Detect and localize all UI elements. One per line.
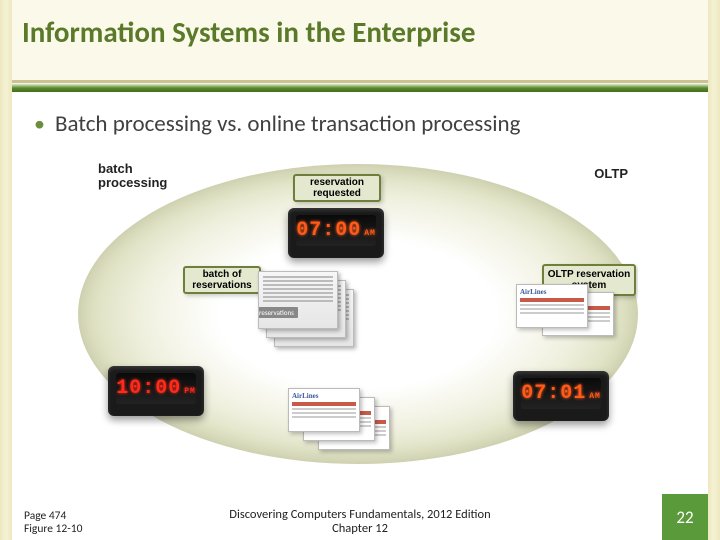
diagram-figure: batch processing OLTP reservation reques… — [78, 156, 638, 466]
clock-time: 10:00 — [116, 377, 181, 400]
card-stack-right: AirLines AirLines — [516, 284, 626, 344]
clock-left: 10:00 PM — [108, 366, 204, 416]
slide-edge-right — [708, 0, 720, 540]
clock-top: 07:00 AM — [288, 208, 384, 258]
bullet-text: Batch processing vs. online transaction … — [55, 110, 520, 138]
footer-center-line2: Chapter 12 — [12, 522, 708, 536]
reservation-card: AirLines — [288, 388, 360, 432]
clock-right: 07:01 AM — [513, 371, 609, 421]
slide-footer: Page 474 Figure 12-10 Discovering Comput… — [12, 492, 708, 540]
box-reservation-requested: reservation requested — [293, 174, 381, 202]
airline-logo-text: AirLines — [520, 288, 584, 296]
clock-time: 07:00 — [296, 219, 361, 242]
card-stack-bottom: AirLines AirLines AirLines — [288, 388, 408, 460]
clock-face: 07:00 AM — [296, 215, 376, 246]
clock-time: 07:01 — [521, 382, 586, 405]
reservation-card: AirLines — [516, 284, 588, 328]
bullet-item: • Batch processing vs. online transactio… — [34, 110, 686, 138]
label-oltp: OLTP — [594, 166, 628, 181]
clock-period: PM — [184, 387, 196, 396]
clock-face: 07:01 AM — [521, 378, 601, 409]
slide-title: Information Systems in the Enterprise — [22, 14, 698, 50]
footer-center-line1: Discovering Computers Fundamentals, 2012… — [12, 508, 708, 522]
airline-logo-text: AirLines — [292, 392, 356, 400]
clock-period: AM — [589, 392, 601, 401]
slide-edge-left — [0, 0, 12, 540]
bullet-dot: • — [34, 110, 45, 138]
footer-center: Discovering Computers Fundamentals, 2012… — [12, 508, 708, 536]
box-batch-of-reservations: batch of reservations — [183, 266, 261, 294]
slide-header: Information Systems in the Enterprise — [12, 0, 708, 92]
label-batch-processing: batch processing — [98, 162, 167, 190]
clock-face: 10:00 PM — [116, 373, 196, 404]
paper-tag: reservations — [258, 307, 298, 318]
paper-stack: reservations — [258, 271, 354, 353]
clock-period: AM — [364, 229, 376, 238]
paper-sheet: reservations — [258, 271, 338, 329]
slide-number: 22 — [662, 494, 708, 540]
